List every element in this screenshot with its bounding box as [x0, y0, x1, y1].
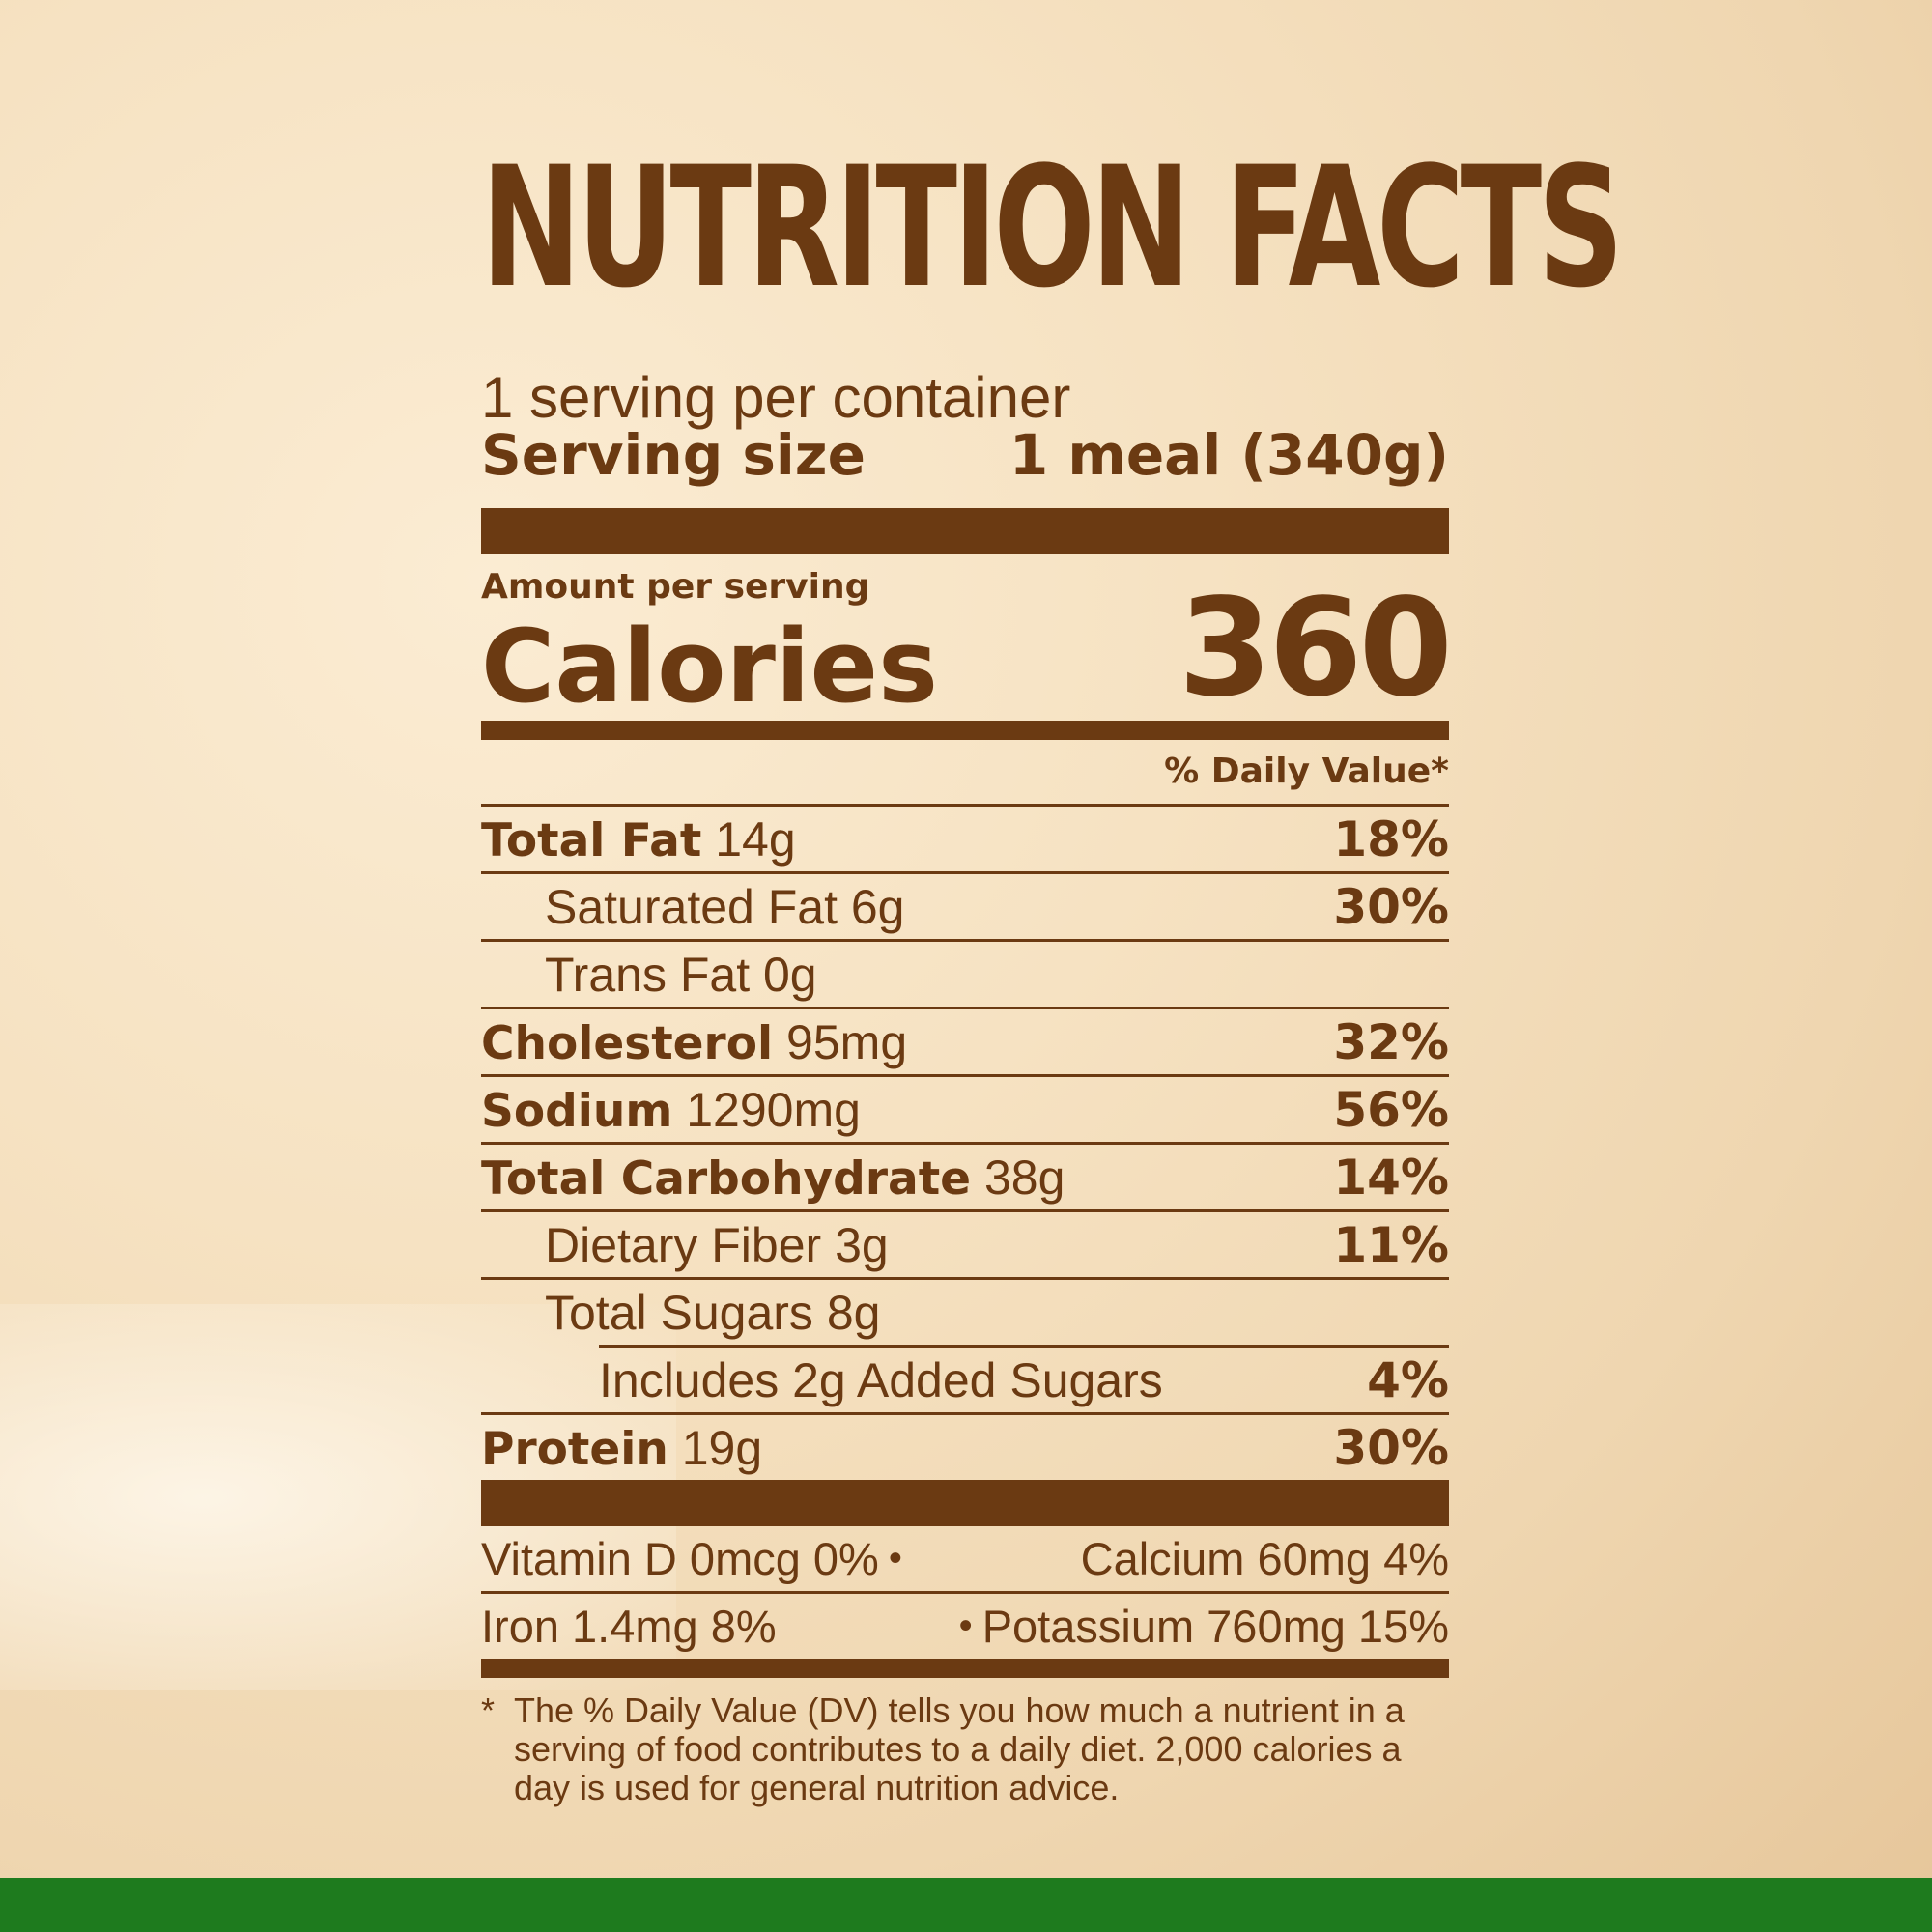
- nutrient-name: Cholesterol: [481, 1016, 774, 1070]
- nutrient-amount: 1290mg: [686, 1082, 861, 1137]
- calories-value: 360: [1178, 570, 1453, 727]
- thick-divider: [481, 508, 1449, 554]
- nutrient-row-added-sugars: Includes 2g Added Sugars 4%: [599, 1345, 1449, 1412]
- nutrient-name: Total Carbohydrate: [481, 1151, 972, 1206]
- nutrient-dv: 56%: [1333, 1081, 1449, 1138]
- nutrient-dv: 4%: [1367, 1351, 1449, 1408]
- bullet-separator: •: [888, 1537, 902, 1579]
- nutrient-dv: 32%: [1333, 1013, 1449, 1070]
- daily-value-header: % Daily Value*: [1164, 752, 1449, 791]
- nutrient-row-dietary-fiber: Dietary Fiber 3g 11%: [481, 1209, 1449, 1277]
- nutrient-name: Total Sugars 8g: [545, 1285, 881, 1340]
- nutrient-name: Trans Fat 0g: [545, 947, 817, 1002]
- vitamin-row: Iron 1.4mg 8% • Potassium 760mg 15%: [481, 1591, 1449, 1659]
- serving-size: Serving size 1 meal (340g): [481, 427, 1449, 493]
- nutrient-row-total-carbohydrate: Total Carbohydrate 38g 14%: [481, 1142, 1449, 1209]
- nutrient-row-cholesterol: Cholesterol 95mg 32%: [481, 1007, 1449, 1074]
- footnote: * The % Daily Value (DV) tells you how m…: [481, 1691, 1449, 1807]
- medium-divider: [481, 1659, 1449, 1678]
- iron-left: Iron 1.4mg 8%: [481, 1601, 777, 1652]
- serving-size-value: 1 meal (340g): [1009, 422, 1449, 488]
- amount-per-serving: Amount per serving: [481, 567, 870, 607]
- nutrient-name: Sodium: [481, 1084, 673, 1138]
- servings-per-container: 1 serving per container: [481, 365, 1071, 430]
- nutrient-row-saturated-fat: Saturated Fat 6g 30%: [481, 871, 1449, 939]
- nutrient-dv: 30%: [1333, 1419, 1449, 1476]
- medium-divider: [481, 721, 1449, 740]
- nutrient-amount: 95mg: [786, 1014, 908, 1069]
- nutrient-dv: 11%: [1333, 1216, 1449, 1273]
- nutrition-facts-panel: NUTRITION FACTS 1 serving per container …: [481, 130, 1624, 1807]
- footnote-marker: *: [481, 1690, 496, 1730]
- vitamin-d-calcium-left: Vitamin D 0mcg 0%: [481, 1533, 879, 1584]
- nutrient-row-total-sugars: Total Sugars 8g: [481, 1277, 1449, 1345]
- nutrient-name: Protein: [481, 1422, 668, 1476]
- nutrient-amount: 19g: [681, 1420, 763, 1475]
- calories-row: Calories 360: [481, 582, 1453, 725]
- serving-size-label: Serving size: [481, 422, 866, 488]
- nutrient-name: Total Fat: [481, 813, 702, 867]
- vitamin-row-right: Calcium 60mg 4%: [1080, 1533, 1449, 1584]
- footnote-text: The % Daily Value (DV) tells you how muc…: [514, 1690, 1405, 1807]
- nutrient-name: Dietary Fiber 3g: [545, 1217, 889, 1272]
- thick-divider: [481, 1480, 1449, 1526]
- nutrient-row-protein: Protein 19g 30%: [481, 1412, 1449, 1480]
- potassium-right: Potassium 760mg 15%: [981, 1601, 1449, 1652]
- nutrient-name: Includes 2g Added Sugars: [599, 1352, 1163, 1407]
- footer-green-bar: [0, 1878, 1932, 1932]
- nutrient-row-total-fat: Total Fat 14g 18%: [481, 804, 1449, 871]
- nutrient-dv: 18%: [1333, 810, 1449, 867]
- nutrient-amount: 38g: [983, 1150, 1065, 1205]
- nutrient-row-trans-fat: Trans Fat 0g: [481, 939, 1449, 1007]
- nutrition-title: NUTRITION FACTS: [481, 130, 1624, 325]
- nutrient-amount: 14g: [715, 811, 796, 867]
- nutrient-row-sodium: Sodium 1290mg 56%: [481, 1074, 1449, 1142]
- nutrient-dv: 14%: [1333, 1149, 1449, 1206]
- vitamin-row: Vitamin D 0mcg 0% • Calcium 60mg 4%: [481, 1526, 1449, 1591]
- nutrient-name: Saturated Fat 6g: [545, 879, 905, 934]
- bullet-separator: •: [958, 1605, 973, 1647]
- nutrient-dv: 30%: [1333, 878, 1449, 935]
- calories-label: Calories: [481, 608, 938, 725]
